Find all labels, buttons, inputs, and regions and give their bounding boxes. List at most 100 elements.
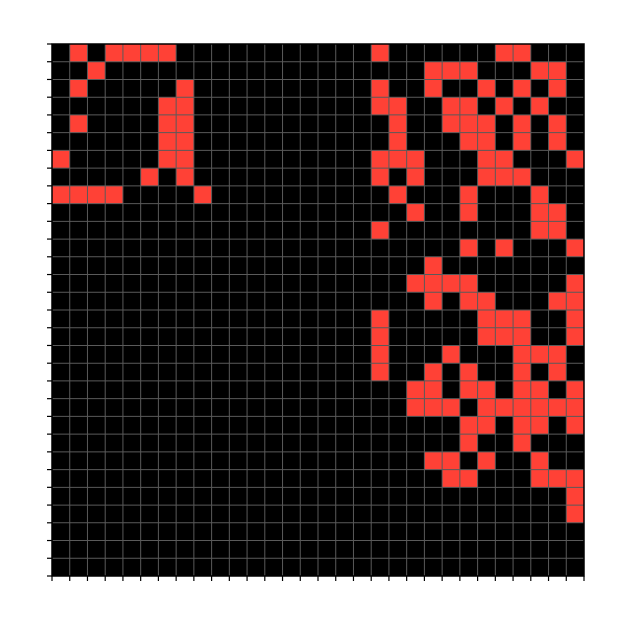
cell-on-r0-c5 <box>140 44 159 62</box>
cell-on-r23-c22 <box>442 451 460 470</box>
cell-on-r16-c29 <box>566 327 584 346</box>
cell-on-r1-c23 <box>459 61 478 80</box>
cell-on-r8-c8 <box>193 185 212 204</box>
cell-on-r13-c29 <box>566 274 584 293</box>
cell-on-r24-c29 <box>566 469 584 488</box>
cell-on-r2-c24 <box>477 79 496 98</box>
cell-on-r4-c6 <box>158 114 177 133</box>
cell-on-r0-c1 <box>69 44 88 62</box>
cell-on-r7-c5 <box>140 168 159 186</box>
cell-on-r19-c21 <box>424 380 443 399</box>
cell-on-r18-c28 <box>548 363 567 381</box>
cell-on-r4-c1 <box>69 114 88 133</box>
cell-on-r10-c18 <box>371 221 389 240</box>
cell-on-r18-c21 <box>424 363 443 381</box>
cell-on-r25-c29 <box>566 487 584 506</box>
cell-on-r24-c28 <box>548 469 567 488</box>
cell-on-r1-c27 <box>530 61 549 80</box>
cell-on-r2-c1 <box>69 79 88 98</box>
cell-on-r15-c25 <box>495 310 514 328</box>
cell-on-r23-c24 <box>477 451 496 470</box>
cell-on-r2-c7 <box>176 79 194 98</box>
cell-on-r8-c3 <box>105 185 123 204</box>
cell-on-r10-c28 <box>548 221 567 240</box>
cell-on-r7-c24 <box>477 168 496 186</box>
cell-on-r5-c26 <box>513 132 531 151</box>
cell-on-r24-c23 <box>459 469 478 488</box>
cell-on-r5-c7 <box>176 132 194 151</box>
cell-on-r13-c21 <box>424 274 443 293</box>
cell-on-r24-c27 <box>530 469 549 488</box>
cell-on-r1-c28 <box>548 61 567 80</box>
cell-on-r20-c20 <box>406 398 425 417</box>
cell-on-r9-c20 <box>406 203 425 222</box>
cell-on-r8-c2 <box>87 185 106 204</box>
cell-on-r9-c23 <box>459 203 478 222</box>
cell-on-r4-c26 <box>513 114 531 133</box>
cell-on-r4-c19 <box>388 114 407 133</box>
cell-on-r14-c21 <box>424 292 443 310</box>
cell-on-r21-c26 <box>513 416 531 435</box>
cell-on-r2-c28 <box>548 79 567 98</box>
cell-on-r16-c25 <box>495 327 514 346</box>
cell-on-r5-c23 <box>459 132 478 151</box>
cell-on-r2-c21 <box>424 79 443 98</box>
cell-on-r16-c24 <box>477 327 496 346</box>
cell-on-r20-c25 <box>495 398 514 417</box>
cell-on-r3-c18 <box>371 97 389 115</box>
cell-on-r7-c7 <box>176 168 194 186</box>
cell-on-r11-c23 <box>459 239 478 257</box>
cell-on-r14-c24 <box>477 292 496 310</box>
cell-on-r8-c0 <box>52 185 70 204</box>
cell-on-r20-c28 <box>548 398 567 417</box>
cell-on-r7-c25 <box>495 168 514 186</box>
cell-on-r8-c23 <box>459 185 478 204</box>
cell-on-r21-c23 <box>459 416 478 435</box>
cell-on-r8-c19 <box>388 185 407 204</box>
cell-on-r3-c23 <box>459 97 478 115</box>
cell-on-r15-c29 <box>566 310 584 328</box>
cell-on-r3-c25 <box>495 97 514 115</box>
cell-on-r19-c24 <box>477 380 496 399</box>
cell-on-r0-c26 <box>513 44 531 62</box>
cell-on-r20-c26 <box>513 398 531 417</box>
cell-on-r11-c29 <box>566 239 584 257</box>
cell-on-r21-c29 <box>566 416 584 435</box>
cell-on-r0-c25 <box>495 44 514 62</box>
cell-on-r6-c18 <box>371 150 389 169</box>
cell-on-r12-c21 <box>424 256 443 275</box>
cell-on-r20-c21 <box>424 398 443 417</box>
cell-on-r9-c28 <box>548 203 567 222</box>
cell-on-r20-c22 <box>442 398 460 417</box>
cell-on-r16-c18 <box>371 327 389 346</box>
cell-on-r22-c23 <box>459 434 478 452</box>
cell-on-r7-c20 <box>406 168 425 186</box>
cell-on-r3-c19 <box>388 97 407 115</box>
cell-on-r4-c7 <box>176 114 194 133</box>
cell-on-r14-c28 <box>548 292 567 310</box>
cell-on-r5-c19 <box>388 132 407 151</box>
cell-on-r2-c18 <box>371 79 389 98</box>
cell-on-r23-c21 <box>424 451 443 470</box>
cell-on-r17-c27 <box>530 345 549 364</box>
cell-on-r15-c24 <box>477 310 496 328</box>
cell-on-r6-c24 <box>477 150 496 169</box>
cell-on-r9-c27 <box>530 203 549 222</box>
cell-on-r18-c26 <box>513 363 531 381</box>
cell-on-r20-c27 <box>530 398 549 417</box>
cell-on-r26-c29 <box>566 505 584 523</box>
cell-on-r1-c21 <box>424 61 443 80</box>
cell-on-r13-c20 <box>406 274 425 293</box>
cell-on-r17-c22 <box>442 345 460 364</box>
cell-on-r7-c18 <box>371 168 389 186</box>
cell-on-r4-c24 <box>477 114 496 133</box>
cell-on-r4-c22 <box>442 114 460 133</box>
cell-on-r6-c29 <box>566 150 584 169</box>
cell-on-r0-c6 <box>158 44 177 62</box>
cell-on-r19-c20 <box>406 380 425 399</box>
cell-on-r3-c6 <box>158 97 177 115</box>
cell-on-r8-c27 <box>530 185 549 204</box>
cell-on-r19-c27 <box>530 380 549 399</box>
